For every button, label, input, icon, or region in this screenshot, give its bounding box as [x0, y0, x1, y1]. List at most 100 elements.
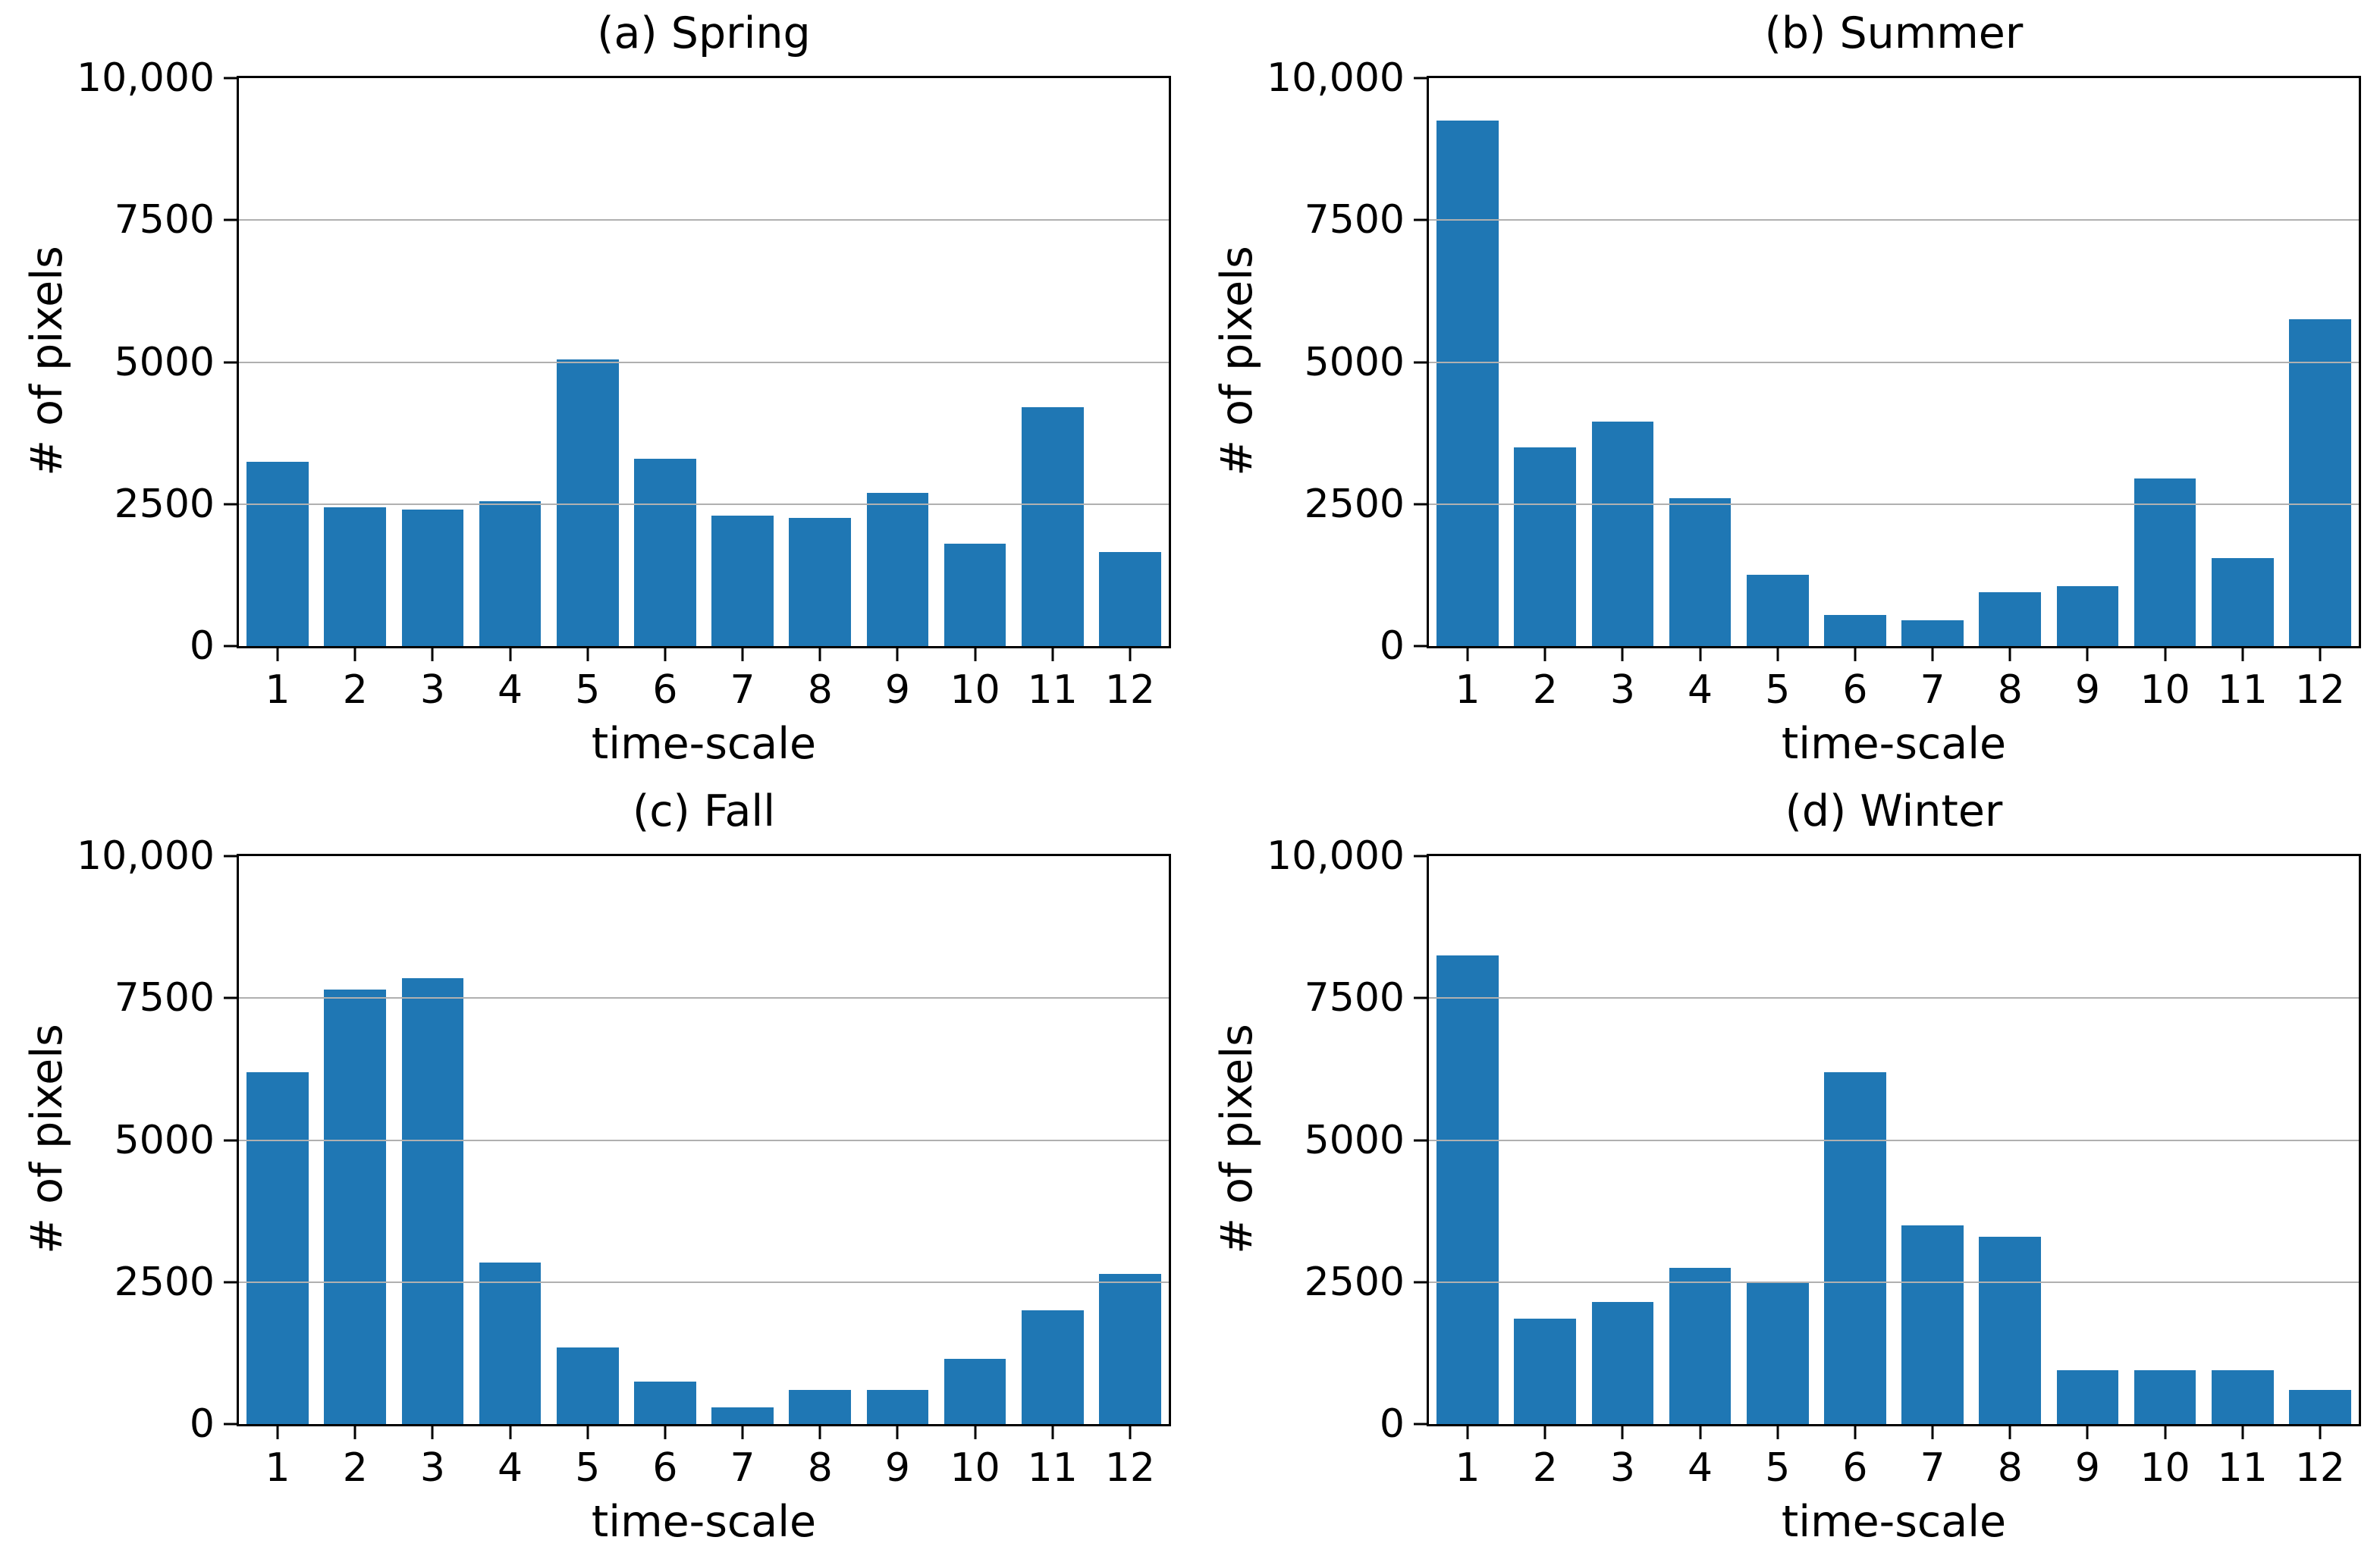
- x-tick-mark: [1543, 648, 1546, 661]
- y-tick-label: 2500: [1304, 1259, 1405, 1305]
- x-tick-label: 10: [950, 1445, 1000, 1491]
- y-tick-mark: [1414, 996, 1427, 999]
- x-tick-mark: [2164, 648, 2167, 661]
- bar-5: [556, 1347, 619, 1424]
- x-tick-label: 5: [1765, 1445, 1791, 1491]
- x-tick-mark: [586, 1426, 589, 1439]
- bar-6: [634, 458, 696, 646]
- x-tick-label: 6: [1842, 667, 1868, 713]
- y-tick-label: 2500: [114, 1259, 215, 1305]
- bar-10: [944, 544, 1006, 646]
- y-tick-label: 10,000: [1267, 833, 1405, 879]
- gridline-5000: [1429, 1139, 2359, 1141]
- gridline-7500: [239, 219, 1169, 221]
- bar-4: [479, 1262, 542, 1424]
- bar-7: [711, 1407, 774, 1424]
- x-axis-label: time-scale: [591, 719, 817, 769]
- x-tick-label: 10: [950, 667, 1000, 713]
- x-tick-mark: [1699, 648, 1702, 661]
- x-tick-mark: [2319, 648, 2322, 661]
- bar-2: [1514, 1319, 1577, 1424]
- y-tick-mark: [224, 503, 237, 506]
- panel-fall: (c) Fall # of pixels 0 2500 5000 7500 10,000…: [0, 778, 1190, 1556]
- bar-11: [2211, 1369, 2274, 1424]
- y-tick-label: 10,000: [1267, 55, 1405, 101]
- y-tick-label: 0: [189, 623, 215, 669]
- y-axis-label: # of pixels: [22, 1024, 72, 1254]
- x-tick-mark: [896, 1426, 899, 1439]
- bar-12: [1099, 552, 1161, 646]
- x-tick-mark: [1931, 1426, 1934, 1439]
- chart-title: (d) Winter: [1785, 786, 2003, 836]
- y-tick-label: 5000: [1304, 1117, 1405, 1163]
- panel-summer: (b) Summer # of pixels 0 2500 5000 7500 10,0…: [1190, 0, 2380, 778]
- y-axis-label: # of pixels: [22, 246, 72, 476]
- x-tick-mark: [1051, 648, 1054, 661]
- y-tick-mark: [224, 77, 237, 80]
- y-tick-mark: [1414, 855, 1427, 858]
- x-tick-label: 3: [1609, 667, 1635, 713]
- x-tick-label: 7: [1920, 1445, 1945, 1491]
- plot-area: 0 2500 5000 7500 10,000 1 2 3 4 5 6 7 8 9 10 11 12: [77, 58, 1171, 711]
- x-tick-mark: [1051, 1426, 1054, 1439]
- y-tick-label: 2500: [1304, 481, 1405, 527]
- x-tick-mark: [974, 648, 977, 661]
- bar-9: [866, 1390, 929, 1424]
- bar-11: [2211, 557, 2274, 646]
- y-tick-mark: [224, 645, 237, 648]
- plot-area: 0 2500 5000 7500 10,000 1 2 3 4 5 6 7 8 9 10 11 12: [1267, 58, 2361, 711]
- y-tick-label: 7500: [1304, 975, 1405, 1021]
- y-tick-mark: [224, 1423, 237, 1426]
- x-tick-label: 4: [1688, 1445, 1713, 1491]
- bar-10: [2134, 1369, 2196, 1424]
- y-tick-mark: [1414, 218, 1427, 221]
- x-tick-mark: [2241, 1426, 2244, 1439]
- x-tick-label: 8: [807, 1445, 833, 1491]
- y-tick-label: 7500: [1304, 197, 1405, 243]
- gridline-5000: [239, 1139, 1169, 1141]
- bar-5: [556, 359, 619, 646]
- bar-1: [246, 461, 309, 646]
- x-tick-label: 11: [2217, 667, 2268, 713]
- x-tick-mark: [1776, 648, 1779, 661]
- x-tick-label: 12: [1104, 1445, 1155, 1491]
- gridline-7500: [239, 997, 1169, 999]
- y-tick-label: 10,000: [77, 55, 215, 101]
- bar-10: [944, 1358, 1006, 1424]
- y-tick-label: 5000: [114, 1117, 215, 1163]
- y-tick-mark: [224, 361, 237, 363]
- x-tick-mark: [2319, 1426, 2322, 1439]
- y-tick-mark: [1414, 1139, 1427, 1141]
- plot-area: 0 2500 5000 7500 10,000 1 2 3 4 5 6 7 8 9 10 11 12: [1267, 836, 2361, 1489]
- x-tick-label: 5: [575, 1445, 601, 1491]
- y-tick-mark: [224, 996, 237, 999]
- bar-6: [1824, 1071, 1886, 1424]
- bar-3: [401, 978, 464, 1424]
- x-tick-mark: [664, 648, 667, 661]
- x-tick-label: 7: [1920, 667, 1945, 713]
- x-tick-mark: [1129, 648, 1132, 661]
- x-tick-label: 4: [498, 667, 523, 713]
- gridline-2500: [1429, 503, 2359, 505]
- x-tick-mark: [586, 648, 589, 661]
- bar-7: [1901, 620, 1964, 646]
- y-tick-label: 0: [1379, 1401, 1405, 1447]
- x-tick-mark: [896, 648, 899, 661]
- bar-12: [1099, 1273, 1161, 1424]
- x-tick-label: 1: [265, 667, 290, 713]
- x-tick-label: 7: [730, 667, 755, 713]
- x-tick-mark: [818, 648, 821, 661]
- y-tick-mark: [1414, 77, 1427, 80]
- x-tick-label: 1: [1455, 1445, 1480, 1491]
- bar-6: [634, 1381, 696, 1424]
- x-tick-mark: [818, 1426, 821, 1439]
- x-tick-mark: [1129, 1426, 1132, 1439]
- x-tick-label: 12: [2294, 1445, 2345, 1491]
- x-axis-label: time-scale: [1781, 719, 2007, 769]
- bar-5: [1746, 575, 1809, 646]
- x-tick-label: 2: [342, 1445, 368, 1491]
- panel-spring: (a) Spring # of pixels 0 2500 5000 7500 10,0…: [0, 0, 1190, 778]
- gridline-5000: [1429, 361, 2359, 363]
- x-tick-mark: [2008, 648, 2011, 661]
- y-axis-label: # of pixels: [1212, 1024, 1262, 1254]
